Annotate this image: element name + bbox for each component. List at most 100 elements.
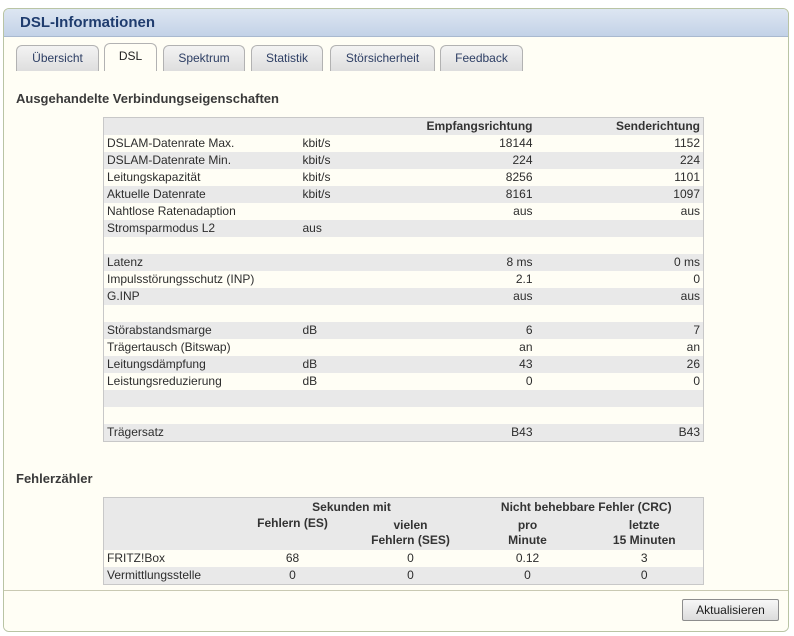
row-label: Latenz (103, 254, 300, 271)
row-tx-value: 7 (535, 322, 704, 339)
row-rx-value: aus (399, 288, 536, 305)
row-unit (299, 271, 400, 288)
tab-feedback[interactable]: Feedback (440, 45, 523, 71)
row-tx-value: 1101 (535, 169, 704, 186)
row-rx-value: 43 (399, 356, 536, 373)
row-label: Impulsstörungsschutz (INP) (103, 271, 300, 288)
tab-stoersicherheit[interactable]: Störsicherheit (330, 45, 435, 71)
error-per-minute-value: 0 (469, 567, 586, 585)
row-rx-value: 8161 (399, 186, 536, 203)
row-tx-value: 0 (535, 373, 704, 390)
col-header-rx: Empfangsrichtung (399, 117, 536, 135)
connection-row (103, 390, 704, 407)
row-label (103, 390, 300, 407)
row-label: DSLAM-Datenrate Max. (103, 135, 300, 152)
row-tx-value: aus (535, 203, 704, 220)
errors-table: Sekunden mit Nicht behebbare Fehler (CRC… (103, 497, 705, 585)
tab-spektrum[interactable]: Spektrum (163, 45, 245, 71)
row-label: Stromsparmodus L2 (103, 220, 300, 237)
row-rx-value: 8 ms (399, 254, 536, 271)
header-blank (103, 516, 234, 550)
row-label: Leistungsreduzierung (103, 373, 300, 390)
row-tx-value (535, 390, 704, 407)
col-header-es: Fehlern (ES) (233, 516, 352, 550)
tab-bar: Übersicht DSL Spektrum Statistik Störsic… (16, 43, 776, 73)
row-rx-value: 2.1 (399, 271, 536, 288)
tab-uebersicht[interactable]: Übersicht (16, 45, 99, 71)
row-unit (299, 424, 400, 442)
row-tx-value: an (535, 339, 704, 356)
connection-row: DSLAM-Datenrate Max. kbit/s 18144 1152 (103, 135, 704, 152)
row-unit: kbit/s (299, 169, 400, 186)
connection-header-row: Empfangsrichtung Senderichtung (103, 117, 704, 135)
connection-row: Nahtlose Ratenadaption aus aus (103, 203, 704, 220)
row-tx-value: 224 (535, 152, 704, 169)
row-unit: dB (299, 373, 400, 390)
row-rx-value: 18144 (399, 135, 536, 152)
group-header-seconds: Sekunden mit (233, 497, 470, 516)
connection-row: Impulsstörungsschutz (INP) 2.1 0 (103, 271, 704, 288)
connection-row (103, 305, 704, 322)
header-blank (103, 497, 234, 516)
row-label: Trägertausch (Bitswap) (103, 339, 300, 356)
row-unit: kbit/s (299, 135, 400, 152)
error-row: FRITZ!Box 68 0 0.12 3 (103, 550, 704, 567)
row-tx-value: 1152 (535, 135, 704, 152)
connection-heading: Ausgehandelte Verbindungseigenschaften (16, 91, 279, 106)
row-rx-value: 224 (399, 152, 536, 169)
col-header-tx: Senderichtung (535, 117, 704, 135)
row-rx-value (399, 220, 536, 237)
row-unit (299, 203, 400, 220)
error-per-minute-value: 0.12 (469, 550, 586, 567)
row-label (103, 237, 300, 254)
row-unit (299, 254, 400, 271)
col-header-15-line2: 15 Minuten (612, 533, 676, 547)
row-rx-value: 8256 (399, 169, 536, 186)
row-unit (299, 288, 400, 305)
connection-row (103, 407, 704, 424)
col-header-last-15: letzte 15 Minuten (585, 516, 704, 550)
row-label: Aktuelle Datenrate (103, 186, 300, 203)
connection-row: G.INP aus aus (103, 288, 704, 305)
col-header-min-line2: Minute (508, 533, 547, 547)
row-label: Trägersatz (103, 424, 300, 442)
tab-dsl[interactable]: DSL (104, 43, 157, 71)
row-unit: dB (299, 322, 400, 339)
row-rx-value (399, 407, 536, 424)
connection-row: DSLAM-Datenrate Min. kbit/s 224 224 (103, 152, 704, 169)
error-ses-value: 0 (351, 567, 470, 585)
tab-statistik[interactable]: Statistik (251, 45, 323, 71)
refresh-button[interactable]: Aktualisieren (682, 599, 779, 621)
col-header-ses: vielen Fehlern (SES) (351, 516, 470, 550)
error-row-label: Vermittlungsstelle (103, 567, 234, 585)
connection-row: Störabstandsmarge dB 6 7 (103, 322, 704, 339)
connection-row: Trägertausch (Bitswap) an an (103, 339, 704, 356)
row-unit: aus (299, 220, 400, 237)
header-unit-blank (299, 117, 400, 135)
row-tx-value: 1097 (535, 186, 704, 203)
row-label: Störabstandsmarge (103, 322, 300, 339)
row-unit (299, 305, 400, 322)
errors-subheader-row: Fehlern (ES) vielen Fehlern (SES) pro Mi… (103, 516, 704, 550)
connection-row: Stromsparmodus L2 aus (103, 220, 704, 237)
errors-heading: Fehlerzähler (16, 471, 93, 486)
row-label: Leitungsdämpfung (103, 356, 300, 373)
window-title: DSL-Informationen (4, 9, 788, 37)
dsl-info-window: DSL-Informationen Übersicht DSL Spektrum… (3, 8, 789, 632)
row-rx-value: 6 (399, 322, 536, 339)
row-rx-value: B43 (399, 424, 536, 442)
connection-row: Leitungskapazität kbit/s 8256 1101 (103, 169, 704, 186)
error-row: Vermittlungsstelle 0 0 0 0 (103, 567, 704, 585)
row-tx-value (535, 237, 704, 254)
row-rx-value (399, 305, 536, 322)
row-rx-value: aus (399, 203, 536, 220)
row-tx-value: B43 (535, 424, 704, 442)
row-unit: kbit/s (299, 152, 400, 169)
row-label: Leitungskapazität (103, 169, 300, 186)
error-last15-value: 3 (585, 550, 704, 567)
col-header-per-minute: pro Minute (469, 516, 586, 550)
connection-table: Empfangsrichtung Senderichtung DSLAM-Dat… (103, 117, 704, 442)
row-label: DSLAM-Datenrate Min. (103, 152, 300, 169)
row-tx-value: aus (535, 288, 704, 305)
error-row-label: FRITZ!Box (103, 550, 234, 567)
